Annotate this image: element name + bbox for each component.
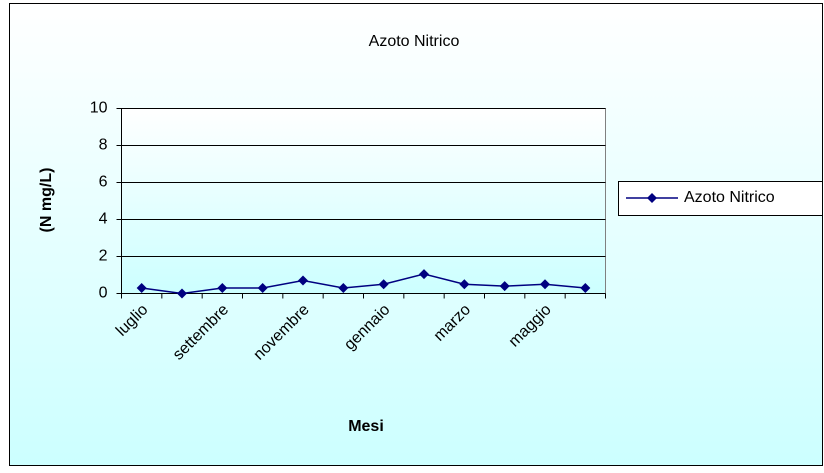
x-axis-label: Mesi xyxy=(348,418,384,435)
data-point xyxy=(177,288,187,299)
plot-area xyxy=(121,108,606,294)
y-tick-label: 4 xyxy=(99,211,108,228)
chart-title: Azoto Nitrico xyxy=(369,33,460,50)
data-point xyxy=(419,269,429,280)
series-line xyxy=(141,273,586,295)
data-point xyxy=(217,282,228,293)
data-point xyxy=(257,282,268,293)
data-point xyxy=(136,282,147,293)
y-tick-label: 8 xyxy=(99,137,108,154)
y-tick-label: 2 xyxy=(99,248,108,265)
legend-marker xyxy=(647,193,657,203)
y-tick-label: 10 xyxy=(90,100,108,117)
data-point xyxy=(378,279,389,290)
y-axis-label: (N mg/L) xyxy=(38,168,55,233)
y-tick-label: 6 xyxy=(99,174,108,191)
data-point xyxy=(459,279,470,290)
data-point xyxy=(499,281,510,292)
data-point xyxy=(580,282,591,293)
data-point xyxy=(540,279,550,290)
y-tick-label: 0 xyxy=(99,285,108,302)
data-point xyxy=(338,282,349,293)
legend-label: Azoto Nitrico xyxy=(684,189,775,206)
data-point xyxy=(298,275,308,286)
